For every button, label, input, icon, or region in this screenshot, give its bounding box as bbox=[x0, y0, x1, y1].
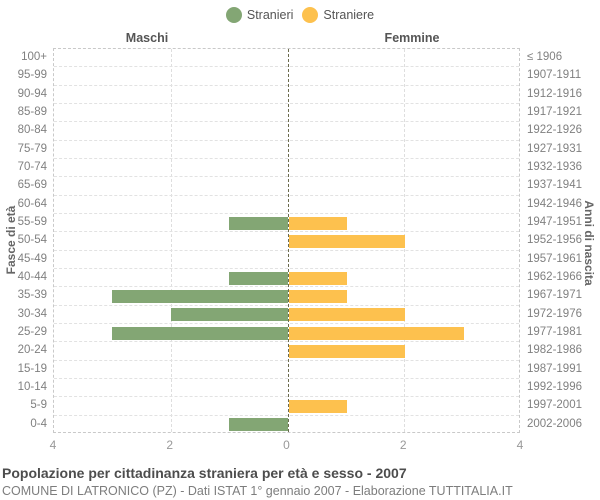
row-gridline bbox=[54, 379, 519, 398]
row-gridline bbox=[54, 159, 519, 178]
x-axis-tick: 2 bbox=[399, 438, 407, 452]
chart-subtitle: COMUNE DI LATRONICO (PZ) - Dati ISTAT 1°… bbox=[2, 484, 513, 498]
age-group-label: 5-9 bbox=[30, 399, 47, 412]
birth-year-label: 1977-1981 bbox=[527, 326, 582, 338]
female-bar-50-54 bbox=[288, 235, 406, 248]
row-gridline bbox=[54, 397, 519, 416]
birth-year-label: 1972-1976 bbox=[527, 307, 582, 320]
row-gridline bbox=[54, 361, 519, 379]
row-gridline bbox=[54, 287, 519, 306]
legend-item-straniere: Straniere bbox=[302, 7, 374, 23]
birth-year-label: 1952-1956 bbox=[527, 234, 582, 247]
birth-year-label: 1967-1971 bbox=[527, 289, 582, 302]
row-gridline bbox=[54, 232, 519, 251]
stranieri-dot-icon bbox=[225, 7, 242, 23]
birth-year-label: 1987-1991 bbox=[527, 362, 582, 375]
female-bar-25-29 bbox=[288, 326, 464, 340]
x-axis-tick: 4 bbox=[516, 438, 524, 452]
male-bar-25-29 bbox=[112, 326, 288, 340]
birth-year-label: 1927-1931 bbox=[527, 142, 582, 155]
female-bar-20-24 bbox=[288, 345, 406, 358]
row-gridline bbox=[54, 196, 519, 214]
birth-year-label: 1992-1996 bbox=[527, 381, 582, 393]
age-group-label: 60-64 bbox=[17, 197, 47, 210]
row-gridline bbox=[54, 306, 519, 324]
age-group-label: 50-54 bbox=[17, 234, 47, 247]
row-gridline bbox=[54, 269, 519, 288]
legend-label-stranieri: Stranieri bbox=[246, 8, 294, 22]
birth-year-label: 1937-1941 bbox=[527, 179, 582, 192]
birth-year-label: 1917-1921 bbox=[527, 106, 582, 118]
vertical-gridline bbox=[170, 49, 172, 432]
female-bar-55-59 bbox=[288, 216, 347, 230]
age-group-label: 10-14 bbox=[17, 381, 47, 393]
row-gridline bbox=[54, 86, 519, 104]
birth-year-label: 2002-2006 bbox=[527, 417, 582, 430]
row-gridline bbox=[54, 141, 519, 159]
x-axis-tick: 0 bbox=[283, 438, 290, 452]
age-group-label: 35-39 bbox=[17, 289, 47, 302]
age-group-label: 65-69 bbox=[17, 179, 47, 192]
male-bar-0-4 bbox=[229, 418, 288, 432]
female-bar-5-9 bbox=[288, 400, 347, 413]
birth-year-label: 1912-1916 bbox=[527, 87, 582, 100]
female-bar-35-39 bbox=[288, 290, 347, 303]
x-axis-tick: 2 bbox=[166, 438, 174, 452]
birth-year-label: 1942-1946 bbox=[527, 197, 582, 210]
zero-axis-line bbox=[287, 49, 289, 432]
age-group-label: 20-24 bbox=[17, 344, 47, 357]
age-group-label: 85-89 bbox=[17, 106, 47, 118]
row-gridline bbox=[54, 177, 519, 196]
straniere-dot-icon bbox=[302, 7, 319, 23]
row-gridline bbox=[54, 122, 519, 141]
row-gridline bbox=[54, 104, 519, 123]
male-bar-30-34 bbox=[170, 308, 288, 322]
row-gridline bbox=[54, 214, 519, 233]
males-header: Maschi bbox=[125, 31, 169, 45]
age-group-label: 90-94 bbox=[17, 87, 47, 100]
male-bar-40-44 bbox=[229, 271, 288, 285]
female-bar-30-34 bbox=[288, 308, 406, 322]
birth-year-label: 1932-1936 bbox=[527, 161, 582, 173]
birth-year-label: ≤ 1906 bbox=[527, 51, 563, 63]
age-group-label: 70-74 bbox=[17, 161, 47, 173]
legend: Stranieri Straniere bbox=[0, 7, 600, 23]
male-bar-55-59 bbox=[229, 216, 288, 230]
male-bar-35-39 bbox=[112, 290, 288, 303]
birth-year-label: 1997-2001 bbox=[527, 399, 582, 412]
y-axis-title-right: Anni di nascita bbox=[582, 200, 596, 286]
birth-year-label: 1962-1966 bbox=[527, 271, 582, 283]
age-group-label: 55-59 bbox=[17, 216, 47, 228]
birth-year-label: 1947-1951 bbox=[527, 216, 582, 228]
plot-area bbox=[53, 48, 520, 433]
birth-year-label: 1922-1926 bbox=[527, 124, 582, 137]
age-group-label: 0-4 bbox=[30, 417, 47, 430]
age-group-label: 80-84 bbox=[17, 124, 47, 137]
females-header: Femmine bbox=[384, 31, 440, 45]
birth-year-label: 1982-1986 bbox=[527, 344, 582, 357]
legend-item-stranieri: Stranieri bbox=[225, 7, 294, 23]
row-gridline bbox=[54, 67, 519, 86]
chart-title: Popolazione per cittadinanza straniera p… bbox=[2, 465, 407, 481]
age-group-label: 45-49 bbox=[17, 252, 47, 265]
birth-year-label: 1907-1911 bbox=[527, 69, 582, 82]
age-group-label: 25-29 bbox=[17, 326, 47, 338]
x-axis-tick: 4 bbox=[49, 438, 57, 452]
age-group-label: 30-34 bbox=[17, 307, 47, 320]
row-gridline bbox=[54, 342, 519, 361]
age-group-label: 40-44 bbox=[17, 271, 47, 283]
age-group-label: 75-79 bbox=[17, 142, 47, 155]
row-gridline bbox=[54, 251, 519, 269]
female-bar-40-44 bbox=[288, 271, 347, 285]
age-group-label: 100+ bbox=[21, 51, 47, 63]
row-gridline bbox=[54, 324, 519, 343]
legend-label-straniere: Straniere bbox=[323, 8, 375, 22]
birth-year-label: 1957-1961 bbox=[527, 252, 582, 265]
row-gridline bbox=[54, 49, 519, 68]
age-group-label: 95-99 bbox=[17, 69, 47, 82]
age-group-label: 15-19 bbox=[17, 362, 47, 375]
